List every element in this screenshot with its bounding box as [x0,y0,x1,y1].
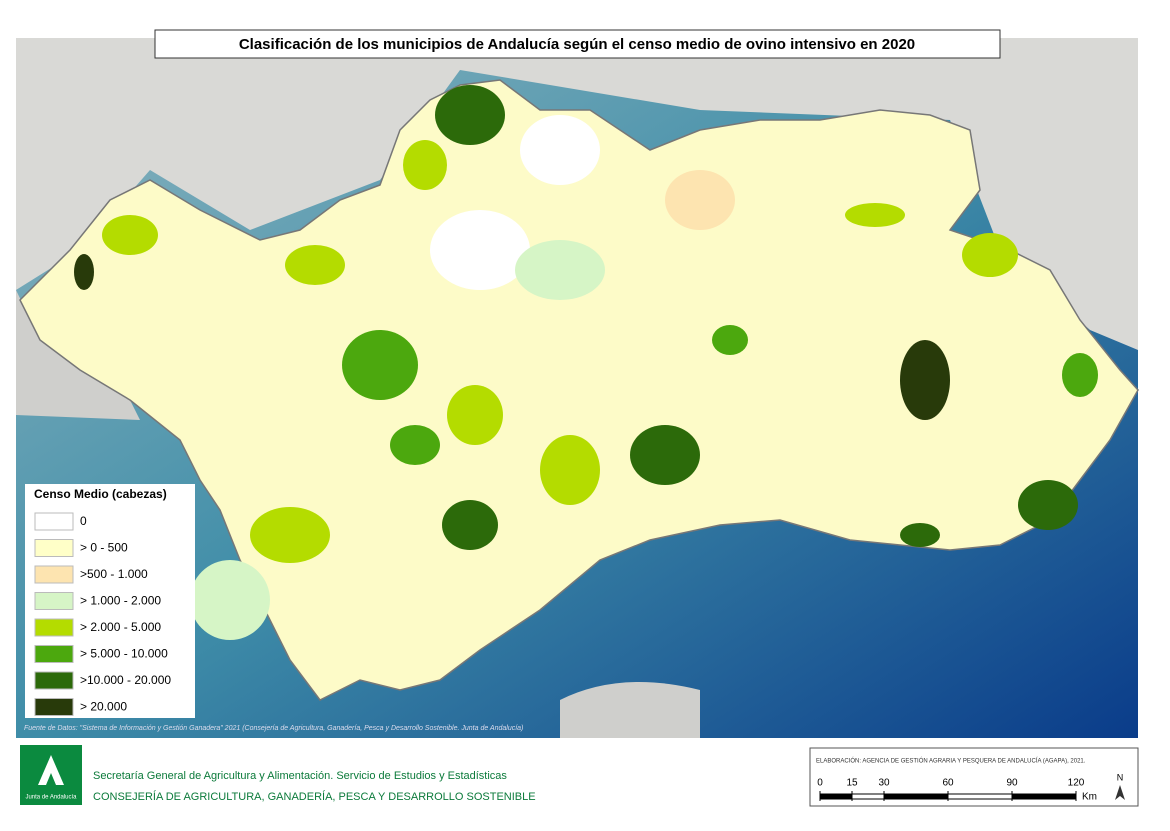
municipality [1018,480,1078,530]
municipality [403,140,447,190]
source: Fuente de Datos: "Sistema de Información… [24,725,523,732]
footer-line1: Secretaría General de Agricultura y Alim… [93,770,507,782]
legend-swatch [34,592,74,610]
municipality [447,385,503,445]
credit: ELABORACIÓN: AGENCIA DE GESTIÓN AGRARIA … [816,758,1086,765]
legend-swatch [34,671,74,690]
scale-segment [1011,793,1077,800]
municipality [630,425,700,485]
legend-swatch [34,512,74,531]
scale-label: 0 [817,778,823,789]
scale-segment [851,793,885,800]
logo-text: Junta de Andalucía [25,795,77,801]
municipality [250,507,330,563]
north-label: N [1117,772,1124,782]
municipality [712,325,748,355]
north-arrow [1115,785,1125,800]
legend-label: >500 - 1.000 [80,567,148,581]
logo-mark [38,755,64,785]
scale-label: 15 [846,778,858,789]
legend-label: >10.000 - 20.000 [80,673,171,687]
municipality [845,203,905,227]
legend-swatch [34,539,74,557]
scale-label: 90 [1006,778,1018,789]
title-box [154,29,1001,59]
legend-swatch [34,645,74,663]
municipality [515,240,605,300]
scale-segment [947,793,1013,800]
municipality [430,210,530,290]
legend-swatch [34,618,74,637]
municipality [540,435,600,505]
scale-bar: 0 15 30 60 90 120 Km [817,778,1097,803]
footer-line2: CONSEJERÍA DE AGRICULTURA, GANADERÍA, PE… [93,790,536,803]
municipality [665,170,735,230]
scale-segment [819,793,853,800]
municipality [342,330,418,400]
municipality [520,115,600,185]
legend-label: > 2.000 - 5.000 [80,620,161,634]
africa [560,682,700,738]
scale-unit: Km [1082,792,1097,803]
municipality [442,500,498,550]
scale-segment [883,793,949,800]
scale-label: 120 [1068,778,1085,789]
scale-label: 30 [878,778,890,789]
municipality [102,215,158,255]
municipality [74,254,94,290]
map [16,38,1139,738]
legend-label: > 20.000 [80,700,127,714]
legend-label: > 0 - 500 [80,541,128,555]
legend-label: > 1.000 - 2.000 [80,594,161,608]
legend-label: > 5.000 - 10.000 [80,647,168,661]
scale-label: 60 [942,778,954,789]
municipality [900,340,950,420]
municipality [435,85,505,145]
municipality [390,425,440,465]
legend-swatch [34,698,74,716]
municipality [285,245,345,285]
municipality [190,560,270,640]
legend-label: 0 [80,514,87,528]
title: Clasificación de los municipios de Andal… [239,36,915,53]
legend-title: Censo Medio (cabezas) [34,487,167,501]
municipality [1062,353,1098,397]
municipalities [74,85,1098,640]
legend: 0 > 0 - 500 >500 - 1.000 > 1.000 - 2.000 > 2… [34,512,171,716]
municipality [962,233,1018,277]
legend-swatch [34,565,74,584]
municipality [900,523,940,547]
